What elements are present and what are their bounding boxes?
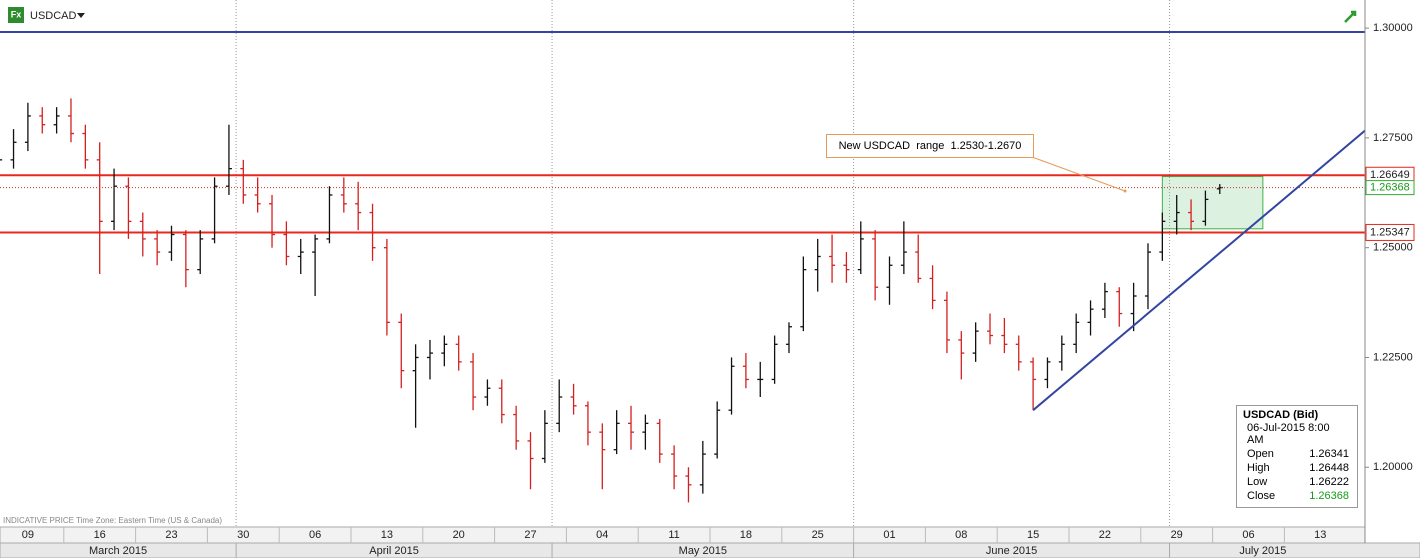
x-tick-label: 20 (453, 529, 465, 541)
x-tick-label: 13 (1314, 529, 1326, 541)
y-tick-label: 1.27500 (1373, 132, 1413, 144)
annotation-arrow-tip (1123, 189, 1127, 193)
info-row: Low 1.26222 (1237, 475, 1357, 489)
info-box: USDCAD (Bid) 06-Jul-2015 8:00 AM Open 1.2… (1236, 405, 1358, 508)
x-axis-band (0, 526, 1366, 544)
annotation: New USDCAD range 1.2530-1.2670 (826, 134, 1034, 158)
info-value: 1.26222 (1309, 476, 1349, 488)
x-tick-label: 13 (381, 529, 393, 541)
x-tick-label: 29 (1171, 529, 1183, 541)
month-label: March 2015 (89, 545, 147, 557)
info-row: Close 1.26368 (1237, 489, 1357, 503)
fx-icon-text: Fx (11, 9, 22, 19)
info-row: Open 1.26341 (1237, 447, 1357, 461)
level-label: 1.26649 (1370, 169, 1410, 181)
x-tick-label: 22 (1099, 529, 1111, 541)
x-tick-label: 01 (883, 529, 895, 541)
symbol-title[interactable]: USDCAD (30, 10, 77, 22)
x-tick-label: 06 (309, 529, 321, 541)
info-key: High (1247, 462, 1270, 474)
info-row: High 1.26448 (1237, 461, 1357, 475)
y-tick-label: 1.25000 (1373, 242, 1413, 254)
info-value: 1.26448 (1309, 462, 1349, 474)
x-tick-label: 18 (740, 529, 752, 541)
month-label: April 2015 (369, 545, 419, 557)
y-tick-label: 1.20000 (1373, 461, 1413, 473)
info-key: Open (1247, 448, 1274, 460)
info-rows: Open 1.26341 High 1.26448 Low 1.26222 Close 1.2… (1237, 447, 1357, 503)
x-tick-label: 08 (955, 529, 967, 541)
x-tick-label: 11 (668, 529, 679, 541)
x-tick-label: 16 (94, 529, 106, 541)
x-tick-label: 30 (237, 529, 249, 541)
y-tick-label: 1.30000 (1373, 22, 1413, 34)
info-title: USDCAD (Bid) (1243, 409, 1319, 421)
fx-icon[interactable] (8, 7, 24, 23)
x-tick-label: 04 (596, 529, 608, 541)
info-value: 1.26368 (1309, 490, 1349, 502)
x-tick-label: 15 (1027, 529, 1039, 541)
month-label: July 2015 (1239, 545, 1286, 557)
level-label: 1.25347 (1370, 226, 1410, 238)
month-label: May 2015 (679, 545, 727, 557)
trendline (1032, 129, 1365, 411)
range-box (1161, 176, 1264, 230)
plot-area (0, 0, 1365, 527)
x-tick-label: 23 (165, 529, 177, 541)
x-tick-label: 27 (524, 529, 536, 541)
level-label-box (1365, 223, 1415, 241)
info-key: Low (1247, 476, 1268, 488)
trend-icon[interactable] (1344, 10, 1357, 23)
y-tick-label: 1.22500 (1373, 351, 1413, 363)
x-tick-label: 06 (1242, 529, 1254, 541)
last-price-label: 1.26368 (1370, 182, 1410, 194)
annotation-arrow (1031, 156, 1126, 192)
info-value: 1.26341 (1309, 448, 1349, 460)
dropdown-arrow[interactable] (77, 13, 85, 18)
x-tick-label: 25 (812, 529, 824, 541)
x-tick-label: 09 (22, 529, 34, 541)
footer-note: INDICATIVE PRICE Time Zone: Eastern Time… (3, 516, 222, 525)
last-price-box (1365, 180, 1415, 196)
info-date: 06-Jul-2015 8:00 AM (1247, 422, 1330, 446)
info-key: Close (1247, 490, 1276, 502)
month-label: June 2015 (986, 545, 1037, 557)
